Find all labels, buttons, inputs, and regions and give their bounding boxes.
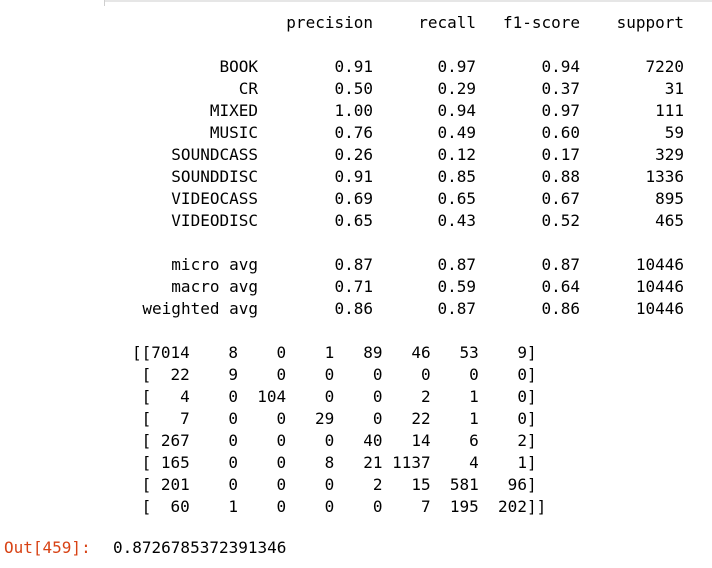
row-value: 895 [655, 189, 684, 208]
row-value: 0.69 [334, 189, 373, 208]
row-value: 0.17 [541, 145, 580, 164]
row-value: 0.52 [541, 211, 580, 230]
row-label: MIXED [209, 101, 258, 120]
row-value: 329 [655, 145, 684, 164]
accuracy-value: 0.8726785372391346 [113, 538, 287, 557]
row-value: 0.37 [541, 79, 580, 98]
row-value: 0.88 [541, 167, 580, 186]
row-value: 0.97 [541, 101, 580, 120]
row-value: 0.65 [334, 211, 373, 230]
avg-value: 0.87 [334, 255, 373, 274]
header-support: support [616, 13, 684, 32]
avg-value: 0.87 [437, 255, 476, 274]
row-label: SOUNDDISC [171, 167, 258, 186]
avg-value: 0.64 [541, 277, 580, 296]
matrix-row: [ 60 1 0 0 0 7 195 202]] [132, 497, 547, 516]
avg-label: micro avg [171, 255, 258, 274]
row-label: CR [238, 79, 258, 98]
avg-value: 10446 [635, 277, 684, 296]
row-value: 111 [655, 101, 684, 120]
row-value: 0.50 [334, 79, 373, 98]
row-value: 0.67 [541, 189, 580, 208]
matrix-row: [ 165 0 0 8 21 1137 4 1] [132, 453, 537, 472]
row-value: 0.60 [541, 123, 580, 142]
avg-value: 0.59 [437, 277, 476, 296]
header-f1-score: f1-score [502, 13, 580, 32]
avg-value: 10446 [635, 299, 684, 318]
matrix-row: [ 201 0 0 0 2 15 581 96] [132, 475, 537, 494]
row-value: 1.00 [334, 101, 373, 120]
row-label: MUSIC [209, 123, 258, 142]
row-value: 7220 [645, 57, 684, 76]
row-value: 0.49 [437, 123, 476, 142]
matrix-row: [ 22 9 0 0 0 0 0 0] [132, 365, 537, 384]
row-value: 0.29 [437, 79, 476, 98]
cell-left-rule [104, 0, 105, 6]
row-value: 31 [664, 79, 684, 98]
row-value: 0.26 [334, 145, 373, 164]
row-value: 0.91 [334, 167, 373, 186]
row-label: SOUNDCASS [171, 145, 258, 164]
row-label: VIDEOCASS [171, 189, 258, 208]
row-value: 0.12 [437, 145, 476, 164]
header-recall: recall [418, 13, 476, 32]
avg-label: weighted avg [142, 299, 258, 318]
avg-value: 0.87 [541, 255, 580, 274]
row-value: 0.91 [334, 57, 373, 76]
matrix-row: [ 7 0 0 29 0 22 1 0] [132, 409, 537, 428]
row-value: 0.43 [437, 211, 476, 230]
row-label: VIDEODISC [171, 211, 258, 230]
avg-value: 0.87 [437, 299, 476, 318]
row-value: 0.94 [541, 57, 580, 76]
row-value: 1336 [645, 167, 684, 186]
row-value: 0.85 [437, 167, 476, 186]
row-value: 465 [655, 211, 684, 230]
header-precision: precision [286, 13, 373, 32]
avg-value: 0.71 [334, 277, 373, 296]
matrix-row: [[7014 8 0 1 89 46 53 9] [132, 343, 537, 362]
avg-value: 0.86 [334, 299, 373, 318]
row-value: 0.65 [437, 189, 476, 208]
row-value: 0.97 [437, 57, 476, 76]
matrix-row: [ 267 0 0 0 40 14 6 2] [132, 431, 537, 450]
cell-top-border [104, 0, 712, 2]
row-value: 0.76 [334, 123, 373, 142]
out-prompt: Out[459]: [4, 538, 91, 557]
avg-value: 10446 [635, 255, 684, 274]
row-value: 0.94 [437, 101, 476, 120]
matrix-row: [ 4 0 104 0 0 2 1 0] [132, 387, 537, 406]
avg-value: 0.86 [541, 299, 580, 318]
avg-label: macro avg [171, 277, 258, 296]
row-label: BOOK [219, 57, 258, 76]
row-value: 59 [664, 123, 684, 142]
